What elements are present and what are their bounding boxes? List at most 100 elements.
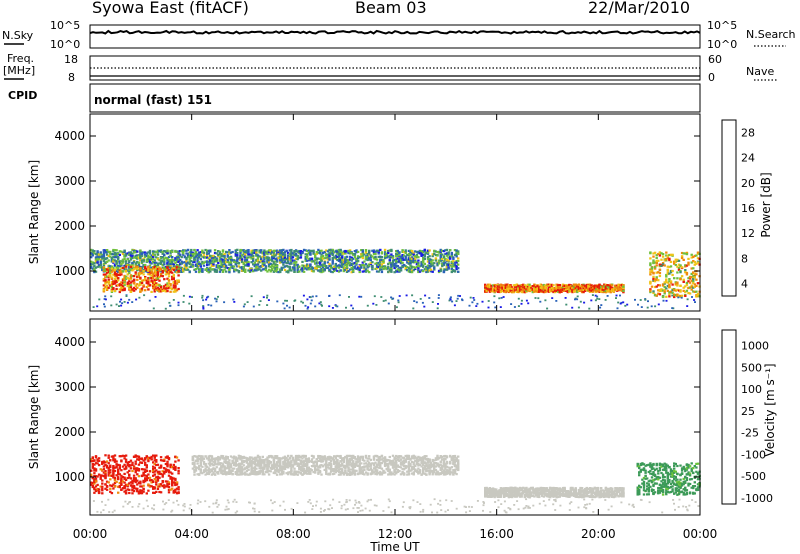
velocity-echo-cell [136, 458, 139, 461]
power-echo-cell [687, 263, 690, 266]
power-echo-cell [574, 285, 577, 288]
power-echo-cell [263, 249, 266, 252]
power-echo-cell [520, 287, 523, 290]
power-echo-cell [153, 269, 156, 272]
power-echo-cell [104, 249, 107, 252]
power-echo-cell [167, 272, 171, 275]
velocity-echo-cell [153, 491, 156, 494]
velocity-echo-cell [107, 474, 110, 477]
power-echo-cell [134, 265, 137, 268]
power-echo-cell [112, 253, 115, 256]
power-echo-cell [677, 259, 681, 262]
power-echo-cell [317, 269, 320, 272]
velocity-echo-cell [166, 462, 169, 466]
power-echo-cell [488, 285, 492, 289]
power-echo-cell [491, 290, 495, 293]
power-echo-cell [139, 288, 142, 291]
power-echo-cell [172, 277, 175, 280]
power-echo-cell [339, 257, 342, 260]
power-ground-scatter-cell [395, 306, 398, 309]
nsky-frame [89, 24, 701, 49]
velocity-echo-cell [166, 460, 169, 463]
power-echo-cell [342, 250, 345, 253]
power-ground-scatter-cell [321, 304, 323, 307]
cpid-frame [89, 83, 701, 113]
velocity-echo-cell [136, 490, 139, 493]
power-echo-cell [663, 281, 666, 284]
power-echo-cell [128, 280, 131, 283]
power-ground-scatter-cell [306, 307, 309, 310]
power-echo-cell [250, 249, 253, 252]
power-echo-cell [680, 251, 684, 255]
power-echo-cell [172, 286, 175, 289]
power-echo-cell [236, 269, 239, 272]
power-echo-cell [280, 261, 283, 264]
power-echo-cell [240, 269, 244, 272]
power-echo-cell [350, 267, 353, 270]
power-echo-cell [649, 264, 652, 267]
power-echo-cell [167, 263, 171, 266]
power-echo-cell [555, 283, 558, 286]
power-echo-cell [248, 253, 252, 256]
power-ground-scatter-cell [513, 306, 516, 308]
power-echo-cell [244, 249, 247, 253]
power-echo-cell [212, 268, 215, 271]
power-echo-cell [506, 289, 509, 292]
power-echo-cell [163, 285, 166, 288]
power-echo-cell [123, 251, 126, 254]
power-echo-cell [534, 289, 538, 292]
power-echo-cell [353, 265, 357, 268]
power-echo-cell [331, 262, 334, 265]
power-ground-scatter-cell [207, 304, 210, 306]
power-echo-cell [215, 264, 218, 267]
power-echo-cell [444, 249, 447, 252]
power-echo-cell [523, 291, 527, 294]
power-echo-cell [574, 289, 577, 293]
power-echo-cell [398, 269, 401, 272]
velocity-echo-cell [153, 473, 156, 476]
velocity-echo-cell [112, 465, 115, 468]
power-echo-cell [117, 279, 120, 282]
power-echo-cell [657, 279, 660, 282]
power-echo-cell [293, 270, 296, 273]
power-echo-cell [323, 251, 326, 254]
power-echo-cell [290, 250, 293, 253]
power-echo-cell [668, 293, 671, 296]
power-echo-cell [90, 248, 93, 251]
power-echo-cell [118, 271, 121, 274]
power-echo-cell [304, 255, 307, 259]
velocity-echo-cell [107, 454, 110, 457]
power-echo-cell [388, 259, 391, 262]
power-ground-scatter-cell [250, 295, 253, 298]
power-echo-cell [649, 291, 652, 294]
power-echo-cell [649, 271, 652, 274]
power-echo-cell [660, 258, 663, 261]
power-echo-cell [169, 271, 172, 274]
power-echo-cell [271, 264, 274, 268]
power-echo-cell [142, 257, 145, 260]
power-echo-cell [449, 257, 452, 260]
power-echo-cell [428, 249, 431, 252]
power-echo-cell [501, 286, 504, 289]
power-echo-cell [196, 267, 199, 270]
power-echo-cell [109, 270, 112, 273]
velocity-echo-cell [128, 469, 131, 472]
power-echo-cell [120, 289, 123, 292]
power-echo-cell [619, 287, 622, 290]
power-echo-cell [344, 256, 347, 259]
power-echo-cell [565, 288, 568, 291]
power-echo-cell [696, 282, 700, 285]
power-echo-cell [410, 271, 414, 274]
velocity-echo-cell [134, 479, 137, 482]
power-echo-cell [190, 259, 193, 262]
power-echo-cell [375, 270, 379, 273]
power-echo-cell [96, 250, 99, 253]
velocity-echo-cell [166, 483, 169, 486]
power-echo-cell [102, 251, 106, 254]
power-echo-cell [676, 277, 679, 280]
power-echo-cell [194, 251, 198, 254]
power-echo-cell [104, 282, 107, 285]
power-echo-cell [153, 274, 156, 277]
power-echo-cell [120, 260, 123, 263]
power-ground-scatter-cell [671, 294, 674, 297]
